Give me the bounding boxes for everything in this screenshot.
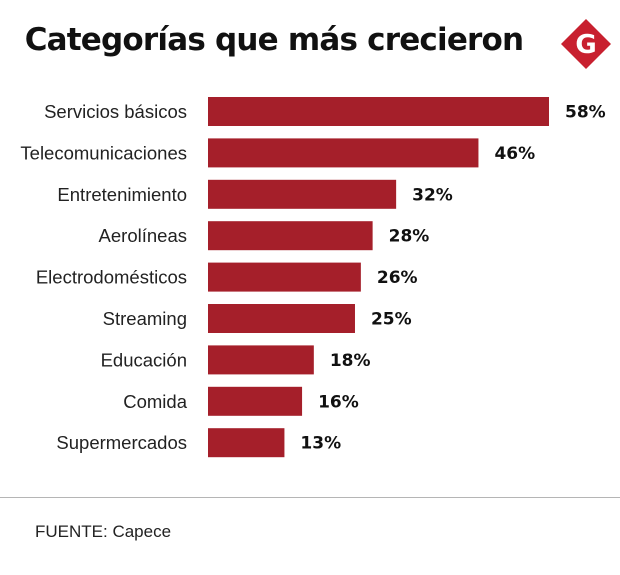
category-label: Comida [123,391,187,412]
category-label: Educación [101,349,187,370]
value-label: 58% [565,103,606,123]
value-label: 46% [494,144,535,164]
bar [208,138,479,168]
bar-chart: Servicios básicos 58% Telecomunicaciones 46… [20,97,606,458]
category-label: Telecomunicaciones [20,142,187,163]
category-label: Entretenimiento [57,184,187,205]
bar [208,345,314,375]
category-label: Electrodomésticos [36,267,187,288]
chart-title: Categorías que más crecieron [24,22,524,58]
bars-group: Servicios básicos 58% Telecomunicaciones 46… [20,97,606,458]
value-label: 28% [389,227,430,247]
bar [208,97,549,126]
category-label: Streaming [103,308,187,329]
bar [208,386,303,416]
bar [208,304,355,333]
source-note: FUENTE: Capece [35,522,172,541]
logo-diamond [561,19,611,69]
logo-letter: G [575,30,596,60]
value-label: 32% [412,185,453,205]
value-label: 25% [371,310,412,330]
value-label: 16% [318,392,359,412]
g-logo-icon: G [561,19,611,69]
bar [208,262,361,292]
bar [208,179,397,209]
footer-divider [0,497,620,498]
bar [208,428,285,458]
bar [208,221,373,251]
value-label: 26% [377,268,418,288]
value-label: 13% [300,434,341,454]
category-label: Aerolíneas [99,225,187,246]
category-label: Supermercados [56,432,187,453]
value-label: 18% [330,351,371,371]
category-label: Servicios básicos [44,101,187,122]
